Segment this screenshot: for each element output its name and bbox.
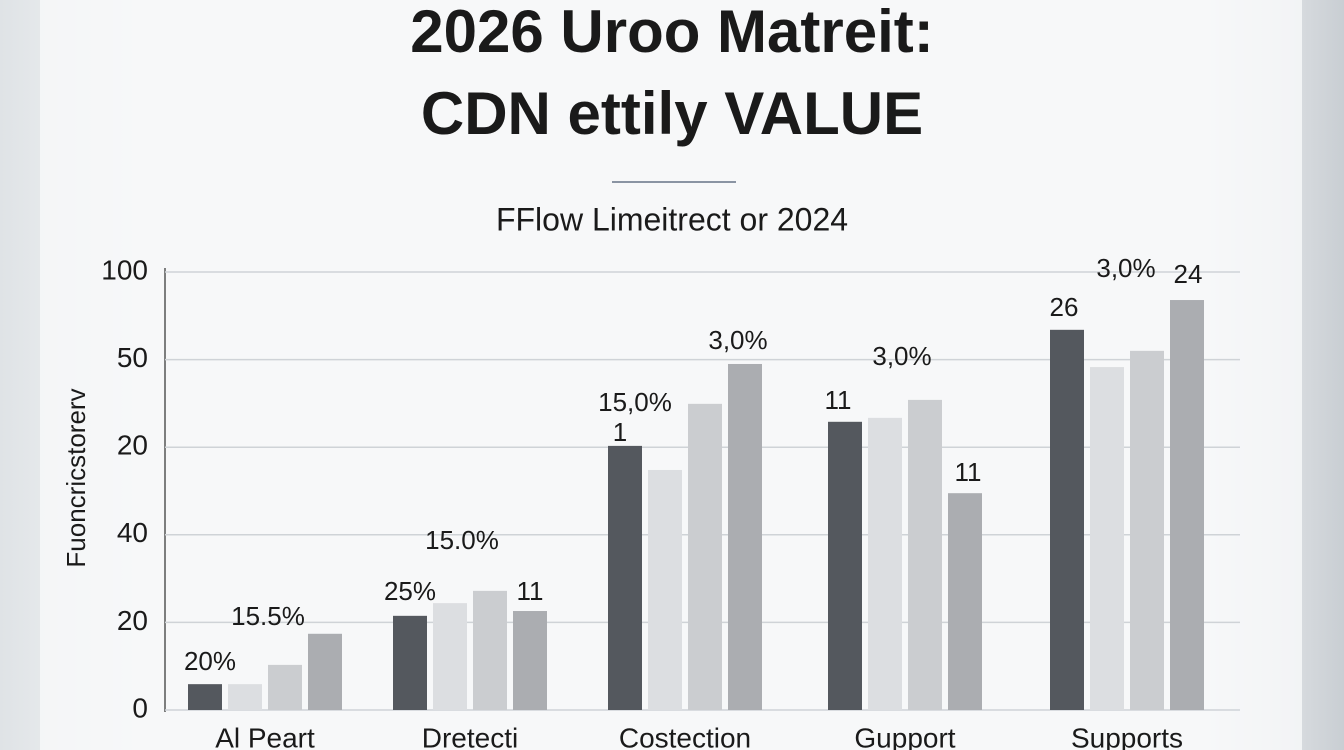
- bar: [1130, 350, 1164, 710]
- bar: [828, 421, 862, 710]
- annotation: 3,0%: [708, 325, 767, 355]
- annotation: 15.5%: [231, 601, 305, 631]
- y-tick-label: 40: [117, 517, 148, 548]
- bar: [393, 615, 427, 710]
- annotation: 11: [955, 457, 982, 487]
- bar: [688, 403, 722, 710]
- chart-title: 2026 Uroo Matreit:: [410, 0, 933, 65]
- y-tick-label: 20: [117, 430, 148, 461]
- annotation: 24: [1174, 259, 1203, 289]
- bar: [1090, 367, 1124, 710]
- y-tick-label: 20: [117, 605, 148, 636]
- x-tick-label: Dretecti: [422, 722, 518, 750]
- annotation: 11: [825, 385, 852, 415]
- bar: [308, 633, 342, 710]
- annotation: 3,0%: [1096, 253, 1155, 283]
- bar: [728, 363, 762, 710]
- x-tick-label: Gupport: [854, 722, 955, 750]
- bar: [608, 445, 642, 710]
- x-tick-label: Costection: [619, 722, 751, 750]
- annotation: 20%: [184, 646, 236, 676]
- chart-subtitle: FFlow Limeitrect or 2024: [496, 201, 848, 237]
- annotation: 25%: [384, 576, 436, 606]
- bar: [1050, 329, 1084, 710]
- annotation: 3,0%: [872, 341, 931, 371]
- y-tick-label: 100: [101, 254, 148, 285]
- y-tick-label: 50: [117, 342, 148, 373]
- bar: [948, 493, 982, 710]
- x-tick-label: Supports: [1071, 722, 1183, 750]
- bar: [268, 664, 302, 710]
- bar: [1170, 300, 1204, 710]
- bar: [648, 469, 682, 710]
- y-tick-label: 0: [132, 692, 148, 723]
- bar: [228, 684, 262, 710]
- bar: [513, 611, 547, 710]
- bar: [473, 590, 507, 710]
- y-axis-label: Fuoncricstorerv: [61, 388, 91, 567]
- annotation: 11: [517, 576, 544, 606]
- chart-title: CDN ettily VALUE: [421, 80, 923, 147]
- bar: [868, 417, 902, 710]
- annotation: 15.0%: [425, 525, 499, 555]
- bar: [188, 684, 222, 710]
- annotation: 26: [1050, 292, 1079, 322]
- x-tick-label: Al Peart: [215, 722, 315, 750]
- annotation: 1: [613, 417, 627, 447]
- bar: [433, 603, 467, 710]
- bar: [908, 399, 942, 710]
- annotation: 15,0%: [598, 387, 672, 417]
